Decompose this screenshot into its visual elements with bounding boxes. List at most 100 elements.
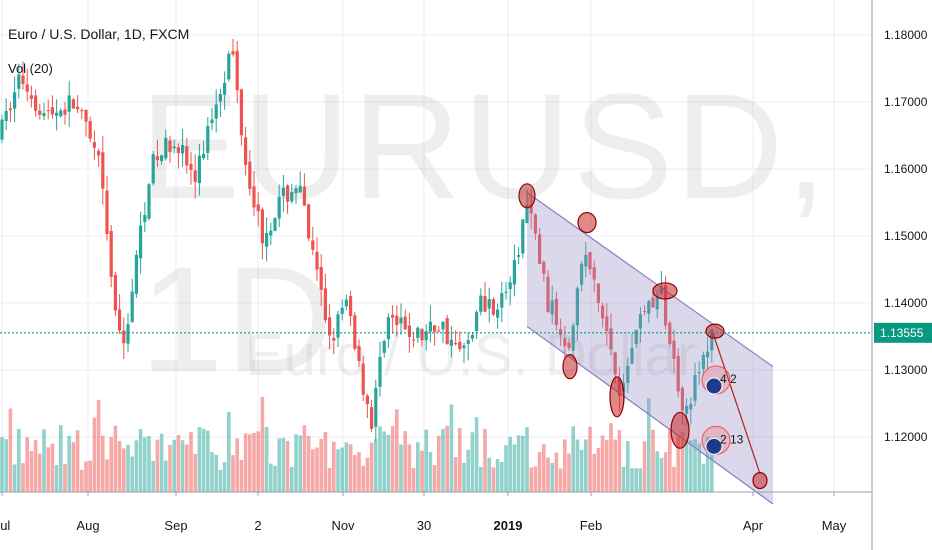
candle-body — [273, 218, 277, 231]
candle-body — [626, 365, 630, 384]
candle-body — [344, 299, 348, 307]
volume-bar — [315, 447, 319, 492]
candle-body — [4, 110, 8, 121]
volume-bar — [680, 432, 685, 492]
volume-bar — [252, 432, 256, 492]
volume-bar — [441, 428, 445, 492]
candle-body — [508, 282, 512, 290]
candle-body — [197, 155, 201, 184]
volume-bar — [453, 457, 458, 492]
candle-body — [407, 325, 411, 338]
candle-body — [67, 95, 71, 112]
volume-bar — [437, 435, 441, 492]
candle-body — [609, 328, 613, 350]
volume-bar — [285, 440, 290, 492]
volume-bar — [710, 451, 714, 492]
candle-body — [554, 298, 558, 325]
volume-bar — [655, 451, 659, 492]
volume-bar — [134, 440, 139, 492]
volume-bar — [491, 467, 496, 492]
candle-body — [269, 230, 273, 236]
candle-body — [218, 93, 222, 102]
candle-body — [46, 110, 50, 112]
candle-body — [155, 156, 159, 161]
candle-body — [181, 144, 185, 154]
volume-bar — [613, 439, 617, 492]
volume-bar — [113, 425, 118, 492]
volume-bar — [222, 462, 227, 492]
candle-body — [319, 266, 323, 290]
volume-bar — [672, 466, 676, 492]
volume-bar — [567, 453, 571, 492]
candle-body — [454, 343, 458, 345]
volume-bar — [21, 463, 25, 492]
candle-body — [281, 187, 285, 196]
candlestick-series — [0, 38, 714, 442]
volume-bar — [17, 428, 21, 492]
candle-body — [496, 309, 500, 318]
volume-bar — [546, 457, 550, 492]
candle-body — [386, 317, 390, 340]
volume-indicator-label[interactable]: Vol (20) — [8, 61, 53, 76]
candle-body — [55, 112, 59, 116]
volume-bar — [277, 438, 281, 492]
candle-body — [433, 325, 437, 332]
y-tick-label: 1.16000 — [884, 162, 928, 176]
symbol-title[interactable]: Euro / U.S. Dollar, 1D, FXCM — [8, 26, 190, 42]
volume-bar — [201, 428, 206, 492]
volume-bar — [172, 439, 176, 492]
candle-body — [139, 225, 143, 259]
x-tick-label: 2019 — [494, 518, 523, 533]
candle-body — [395, 315, 399, 326]
volume-bar — [210, 452, 214, 492]
x-tick-label: Feb — [580, 518, 602, 533]
candle-body — [239, 89, 243, 136]
volume-bar — [642, 441, 647, 492]
candle-body — [491, 299, 495, 315]
candle-body — [8, 108, 12, 111]
candle-body — [651, 297, 655, 308]
volume-bar — [235, 438, 239, 492]
candle-body — [647, 300, 651, 314]
candle-body — [634, 329, 638, 345]
candle-body — [580, 263, 584, 285]
candle-body — [105, 190, 109, 235]
candle-body — [29, 95, 33, 99]
volume-bar — [59, 425, 63, 492]
volume-bar — [390, 426, 395, 492]
candle-body — [664, 285, 668, 326]
volume-bar — [651, 429, 655, 492]
volume-bar — [693, 439, 697, 492]
candle-body — [500, 293, 504, 308]
candle-body — [185, 146, 189, 166]
candle-body — [21, 75, 25, 84]
candle-body — [563, 338, 567, 346]
volume-bar — [432, 464, 437, 492]
candle-body — [512, 260, 516, 285]
volume-bar — [336, 449, 340, 492]
volume-bar — [147, 436, 151, 492]
volume-bar — [197, 427, 202, 492]
volume-bar — [105, 459, 109, 492]
candle-body — [176, 147, 180, 154]
candle-body — [88, 121, 92, 139]
volume-bar — [596, 447, 601, 492]
candle-body — [227, 53, 231, 80]
volume-bar — [647, 398, 651, 492]
candle-body — [475, 312, 479, 331]
candle-body — [689, 404, 693, 410]
volume-bar — [428, 451, 433, 492]
volume-bar — [42, 429, 46, 492]
volume-bar — [71, 442, 76, 492]
candle-body — [441, 321, 445, 330]
volume-bar — [306, 436, 311, 492]
volume-bar — [357, 452, 361, 492]
event-badge-label: 4 2 — [720, 372, 737, 386]
volume-bar — [449, 404, 454, 492]
volume-bar — [445, 425, 449, 492]
volume-bar — [600, 435, 605, 492]
candle-body — [260, 209, 264, 244]
candle-body — [59, 110, 63, 117]
